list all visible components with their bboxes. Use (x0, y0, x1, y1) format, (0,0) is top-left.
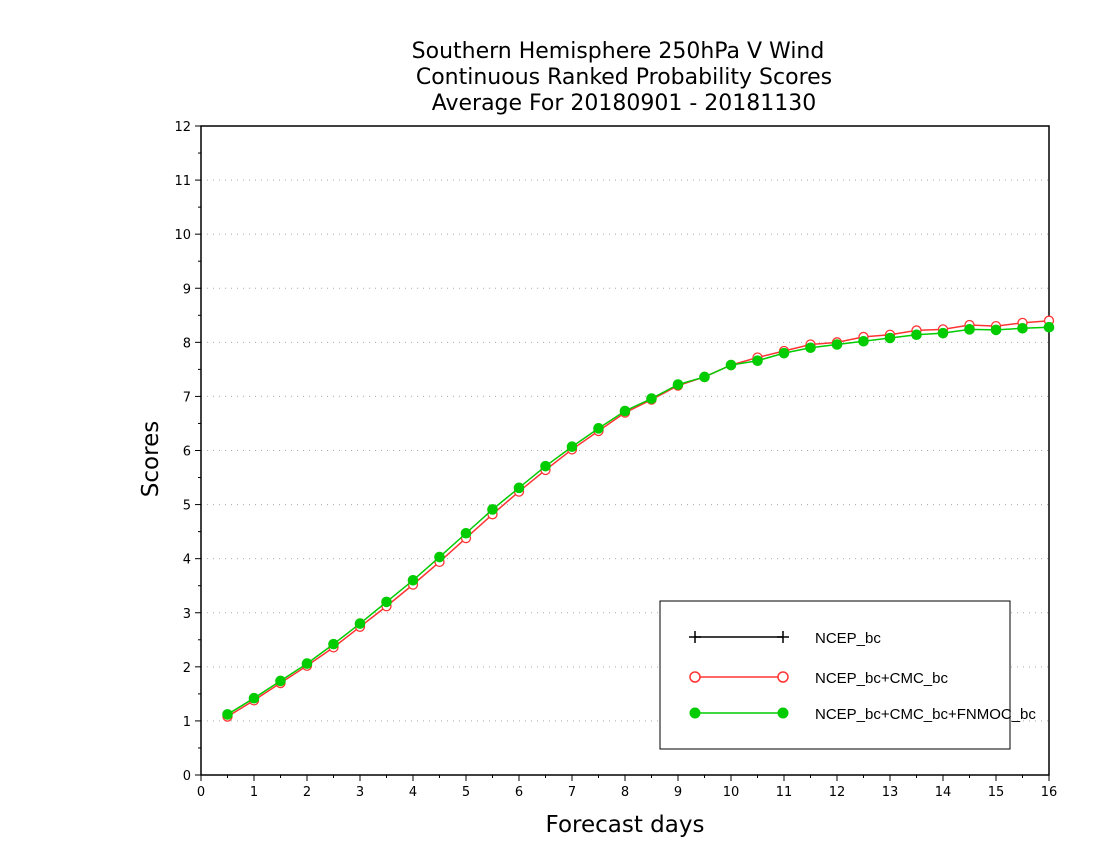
data-point (248, 692, 260, 704)
x-tick-label: 13 (882, 785, 899, 800)
plus-marker-icon (689, 631, 789, 643)
legend-label-ncep-bc: NCEP_bc (815, 630, 881, 647)
legend-entry-ncep-bc-cmc-bc: NCEP_bc+CMC_bc (689, 670, 948, 687)
legend-box (659, 600, 1011, 750)
x-tick-label: 3 (356, 785, 364, 800)
y-tick-label: 8 (183, 336, 191, 351)
x-tick-label: 10 (723, 785, 740, 800)
y-tick-label: 3 (183, 607, 191, 622)
y-tick-label: 11 (174, 174, 191, 189)
data-point (354, 618, 366, 629)
legend: NCEP_bc NCEP_bc+CMC_bc NCEP_bc+CMC_bc+FN… (659, 600, 1036, 750)
open-circle-marker-icon (689, 671, 701, 683)
series-2 (222, 321, 1055, 720)
data-point (487, 504, 498, 515)
data-point (619, 405, 631, 417)
data-point (884, 332, 896, 344)
data-point (699, 371, 710, 383)
y-tick-label: 0 (183, 769, 191, 784)
y-tick-label: 9 (183, 282, 191, 297)
data-point (964, 324, 975, 335)
y-tick-label: 6 (183, 445, 191, 460)
data-point (911, 329, 922, 341)
x-tick-label: 15 (988, 785, 1005, 800)
data-point (1017, 322, 1028, 334)
data-point (566, 441, 578, 453)
title-line-1: Southern Hemisphere 250hPa V Wind (412, 39, 825, 64)
data-point (381, 596, 392, 608)
series-layer (222, 315, 1055, 722)
data-point (222, 709, 233, 720)
filled-circle-marker-icon (777, 707, 789, 719)
data-point (328, 638, 339, 650)
x-tick-label: 16 (1041, 785, 1058, 800)
x-tick-label: 11 (776, 785, 793, 800)
data-point (460, 527, 472, 539)
y-tick-label: 2 (183, 661, 191, 676)
y-axis-label: Scores (138, 421, 164, 497)
legend-entry-ncep-bc: NCEP_bc (689, 630, 881, 647)
filled-circle-marker-icon (689, 707, 701, 719)
title-line-3: Average For 20180901 - 20181130 (432, 91, 817, 116)
y-tick-label: 7 (183, 390, 191, 405)
data-point (593, 423, 604, 434)
data-point (1043, 321, 1055, 333)
data-point (540, 460, 551, 472)
data-point (805, 342, 816, 354)
legend-entry-ncep-bc-cmc-bc-fnmoc-bc: NCEP_bc+CMC_bc+FNMOC_bc (689, 706, 1036, 723)
x-tick-label: 6 (515, 785, 523, 800)
data-point (672, 379, 684, 390)
y-tick-label: 4 (183, 553, 191, 568)
x-tick-label: 8 (621, 785, 629, 800)
open-circle-marker-icon (777, 671, 789, 683)
data-point (778, 347, 790, 359)
data-point (513, 482, 525, 494)
data-point (407, 575, 419, 586)
x-tick-label: 5 (462, 785, 470, 800)
data-point (831, 339, 843, 350)
x-tick-label: 14 (935, 785, 952, 800)
x-tick-label: 7 (568, 785, 576, 800)
data-point (990, 324, 1002, 336)
y-tick-label: 10 (174, 228, 191, 243)
x-axis-label: Forecast days (546, 812, 705, 838)
chart-title: Southern Hemisphere 250hPa V Wind Contin… (412, 39, 833, 116)
legend-label-ncep-bc-cmc-bc: NCEP_bc+CMC_bc (815, 670, 948, 687)
y-tick-label: 5 (183, 499, 191, 514)
title-line-2: Continuous Ranked Probability Scores (416, 65, 832, 90)
x-tick-label: 4 (409, 785, 417, 800)
data-point (301, 658, 313, 669)
x-tick-label: 12 (829, 785, 846, 800)
x-tick-label: 9 (674, 785, 682, 800)
y-tick-label: 12 (174, 120, 191, 135)
x-tick-label: 1 (250, 785, 258, 800)
data-point (646, 393, 657, 404)
data-point (275, 675, 286, 687)
data-point (434, 551, 445, 563)
y-tick-label: 1 (183, 715, 191, 730)
legend-label-ncep-bc-cmc-bc-fnmoc-bc: NCEP_bc+CMC_bc+FNMOC_bc (815, 706, 1036, 723)
x-tick-label: 2 (303, 785, 311, 800)
x-tick-label: 0 (197, 785, 205, 800)
x-axis: 0 1 2 3 4 5 6 7 8 9 10 11 12 13 14 15 16 (197, 775, 1057, 800)
data-point (752, 355, 763, 367)
data-point (725, 359, 737, 371)
data-point (858, 335, 869, 347)
data-point (937, 327, 949, 339)
